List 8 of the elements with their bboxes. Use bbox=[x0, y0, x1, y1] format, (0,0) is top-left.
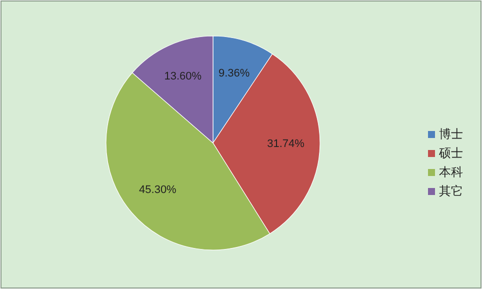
legend-label: 其它 bbox=[439, 184, 463, 198]
legend-label: 本科 bbox=[439, 165, 463, 180]
data-label: 9.36% bbox=[218, 67, 250, 80]
legend-label: 博士 bbox=[439, 127, 463, 142]
data-label: 13.60% bbox=[164, 70, 202, 83]
data-label: 31.74% bbox=[267, 138, 305, 150]
legend-label: 硕士 bbox=[438, 146, 463, 160]
data-label: 45.30% bbox=[139, 184, 177, 196]
